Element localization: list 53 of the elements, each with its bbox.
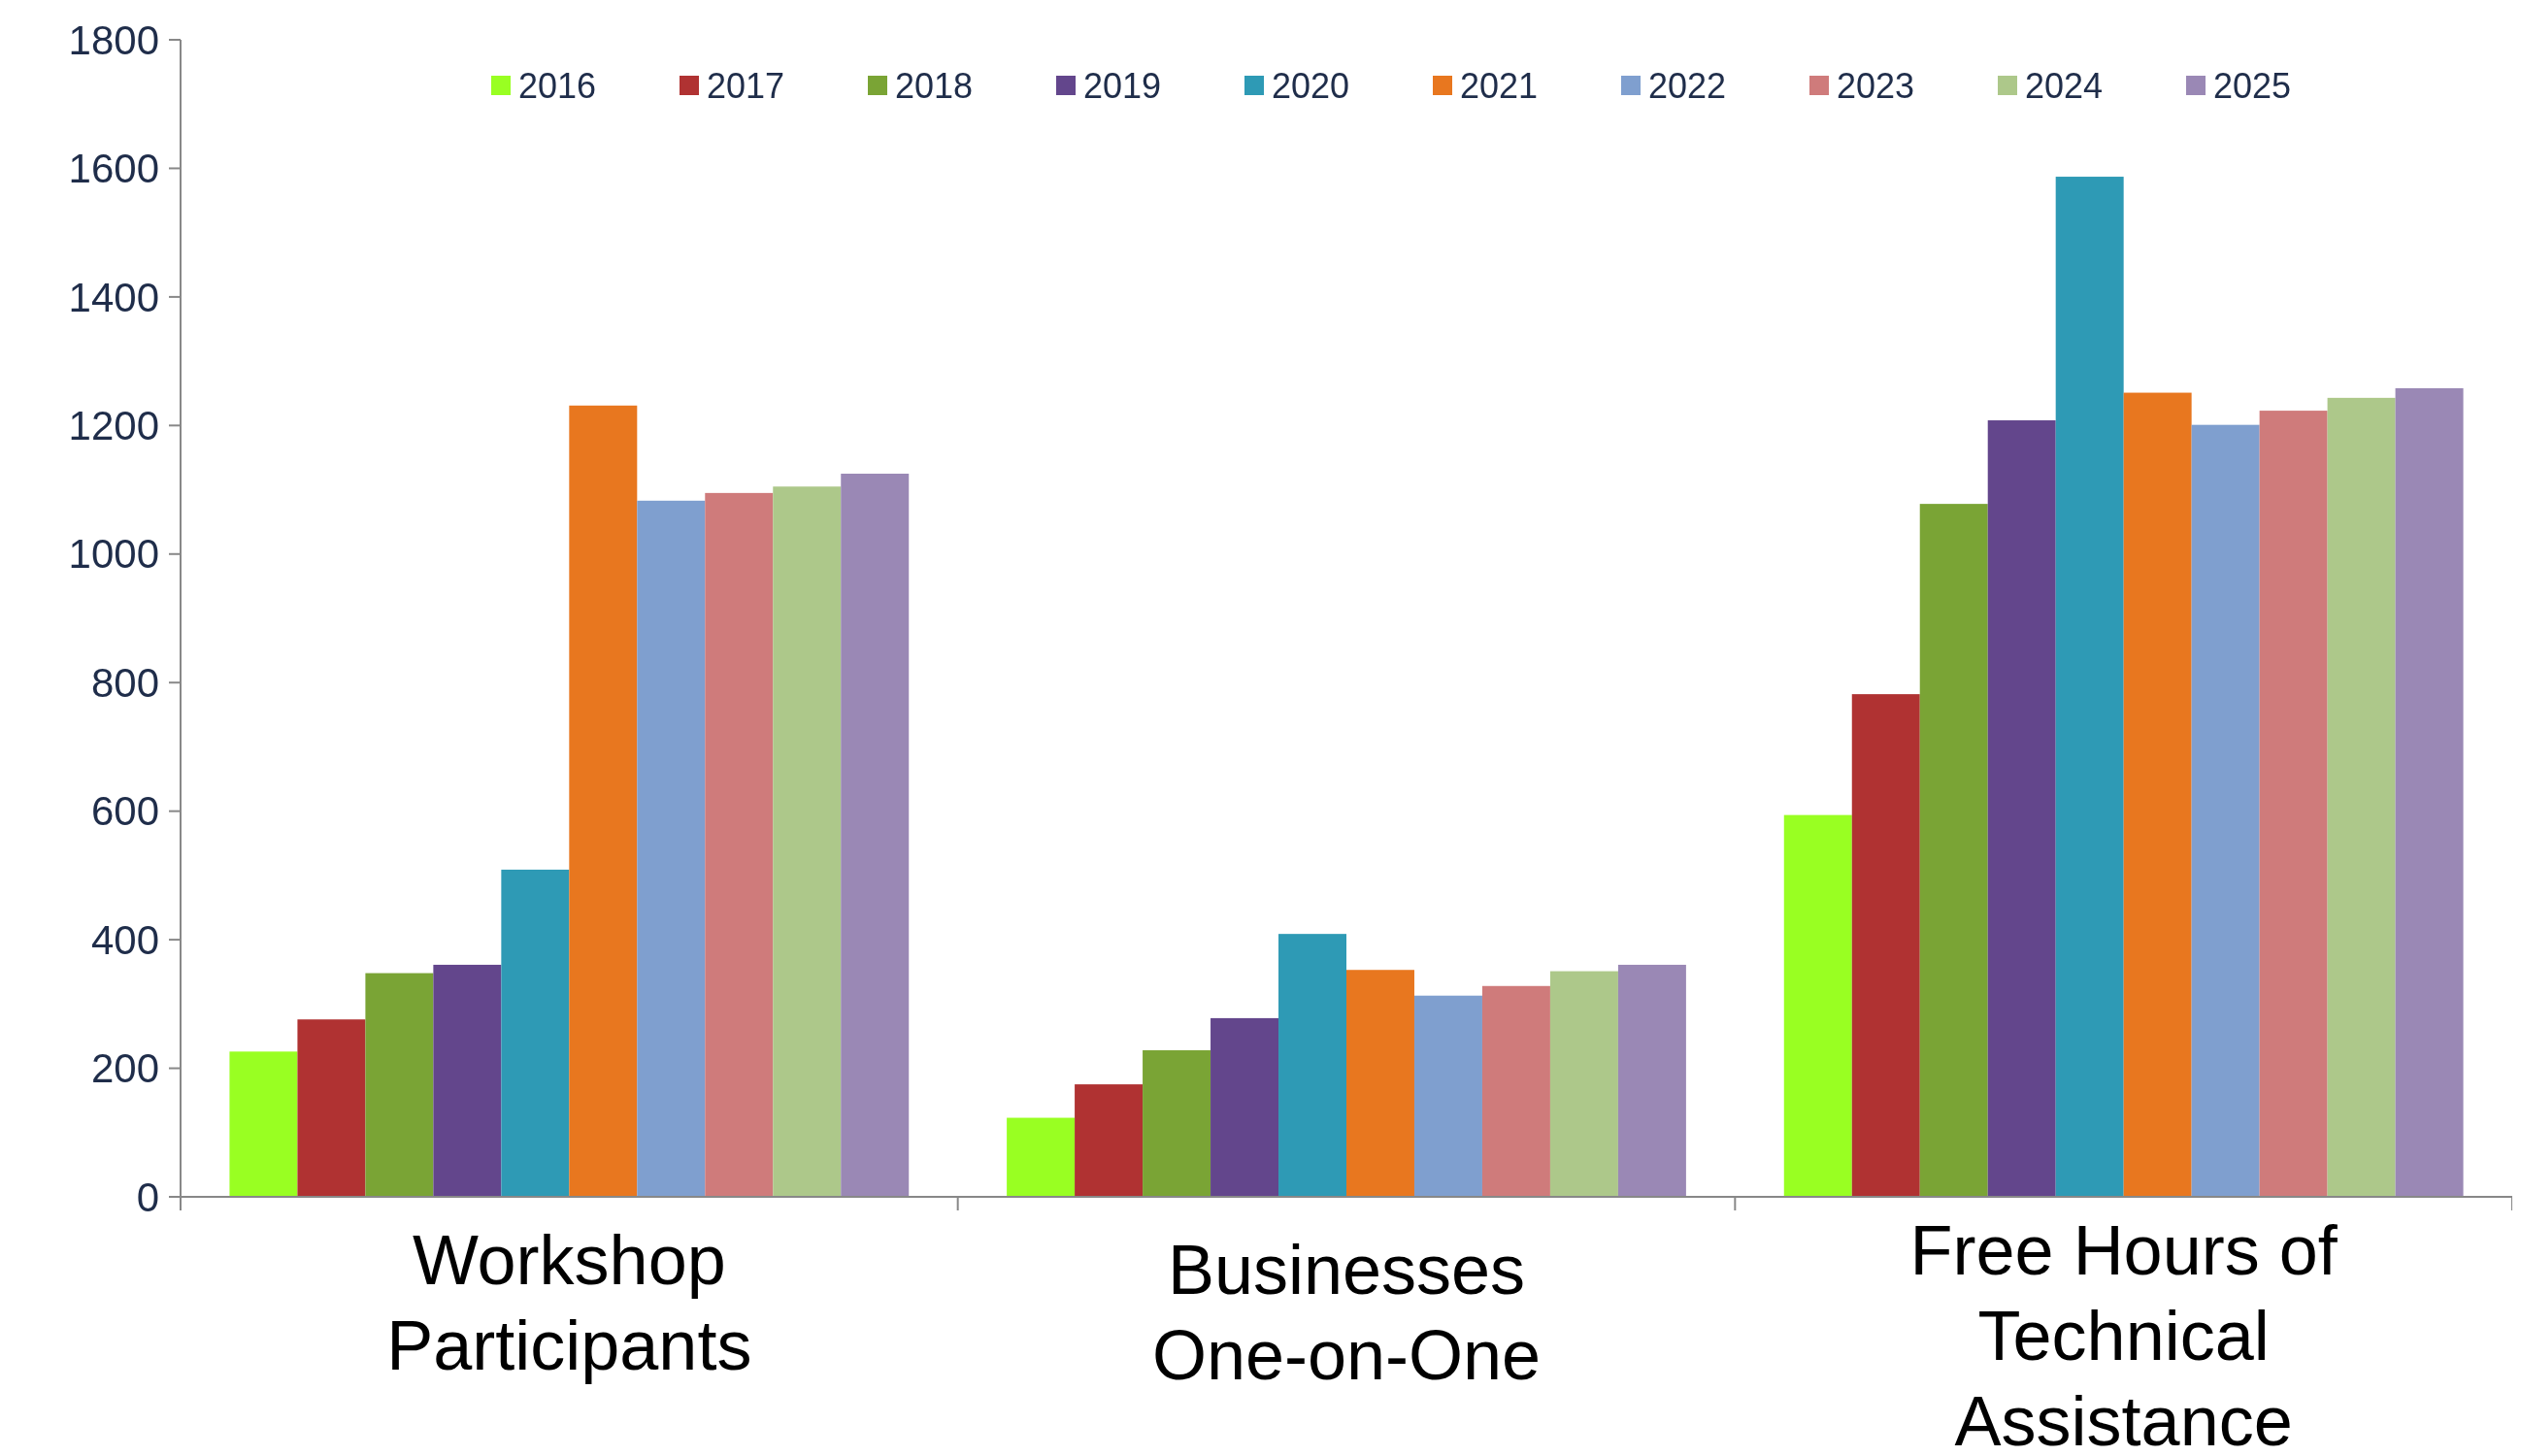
bar (1075, 1084, 1144, 1197)
y-tick-label: 1000 (68, 531, 159, 578)
x-tick-label: Workshop Participants (386, 1221, 752, 1384)
y-tick-label: 400 (90, 916, 159, 963)
bar (1346, 970, 1414, 1197)
bar (1143, 1050, 1211, 1197)
legend-label: 2016 (518, 65, 597, 106)
bar (637, 500, 706, 1197)
bar (1007, 1117, 1076, 1197)
legend-label: 2020 (1272, 65, 1350, 106)
bar (841, 474, 910, 1197)
y-tick-label: 0 (136, 1174, 159, 1220)
bar (1211, 1017, 1279, 1197)
y-tick-label: 1200 (68, 403, 159, 449)
bar (2055, 177, 2124, 1197)
y-tick-label: 1400 (68, 274, 159, 320)
bar (365, 973, 434, 1197)
y-tick-label: 200 (90, 1045, 159, 1092)
bar (229, 1051, 298, 1197)
x-tick-label: Businesses One-on-One (1151, 1231, 1542, 1394)
bar (2259, 411, 2328, 1197)
x-tick-label: Free Hours of Technical Assistance (1909, 1211, 2339, 1456)
legend-label: 2025 (2213, 65, 2292, 106)
legend-label: 2017 (707, 65, 785, 106)
bar (1617, 964, 1686, 1197)
bar (1851, 694, 1920, 1197)
bar (433, 964, 502, 1197)
bar (569, 405, 638, 1197)
y-tick-label: 1600 (68, 146, 159, 192)
bar (501, 869, 570, 1197)
bar (2395, 387, 2464, 1197)
bar (1919, 504, 1988, 1197)
bar (1413, 995, 1482, 1197)
y-tick-label: 1800 (68, 17, 159, 63)
bar (1481, 985, 1550, 1197)
bar (2191, 424, 2260, 1197)
bar (705, 492, 774, 1197)
bar (2123, 392, 2192, 1197)
bar (297, 1019, 366, 1197)
legend-label: 2018 (895, 65, 974, 106)
legend-label: 2022 (1648, 65, 1727, 106)
bar (2327, 397, 2396, 1197)
bar (773, 486, 842, 1197)
legend-label: 2021 (1460, 65, 1539, 106)
legend-label: 2019 (1083, 65, 1162, 106)
bar (1278, 934, 1346, 1197)
legend-label: 2024 (2025, 65, 2104, 106)
y-tick-label: 600 (90, 788, 159, 835)
bar (1987, 420, 2056, 1197)
legend-label: 2023 (1837, 65, 1915, 106)
y-tick-label: 800 (90, 659, 159, 706)
bar (1549, 971, 1618, 1197)
bar (1783, 814, 1852, 1197)
